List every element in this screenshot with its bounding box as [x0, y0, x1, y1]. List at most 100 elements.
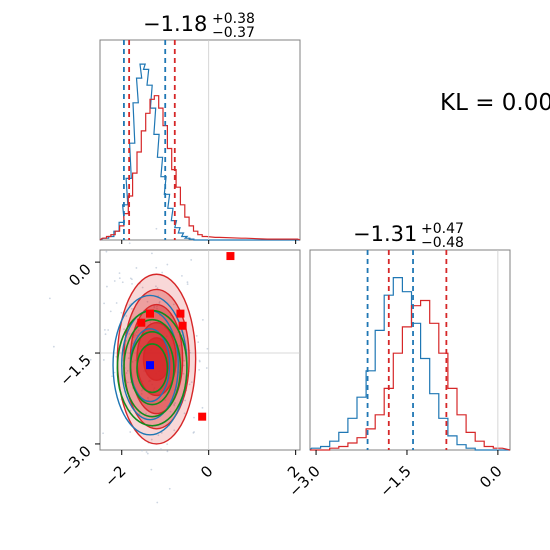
scatter-point — [155, 227, 158, 230]
red-marker — [146, 309, 154, 318]
green-contour-1 — [123, 318, 182, 418]
scatter-point — [135, 267, 138, 269]
title-x-sub: −0.37 — [212, 25, 255, 41]
title-y: −1.31 — [353, 222, 417, 246]
scatter-point — [184, 399, 187, 402]
scatter-point — [173, 429, 176, 432]
green-contour-3 — [136, 343, 169, 394]
scatter-point — [104, 333, 107, 336]
scatter-point — [137, 329, 140, 332]
scatter-x-tick-label: 0 — [197, 462, 216, 481]
scatter-point — [133, 334, 136, 337]
scatter-point — [182, 372, 185, 375]
scatter-point — [113, 280, 116, 282]
red-marker — [176, 309, 185, 318]
right-x-tick-labels: −3.0 −1.5 0.0 — [285, 450, 506, 501]
scatter-point — [198, 368, 201, 371]
scatter-point — [166, 450, 169, 453]
kl-annotation: KL = 0.00 — [440, 90, 550, 116]
scatter-point — [198, 359, 201, 362]
scatter-point — [160, 448, 162, 451]
scatter-point — [128, 333, 131, 335]
scatter-point — [145, 451, 148, 453]
scatter-point — [149, 321, 152, 324]
scatter-point — [147, 397, 149, 399]
right-histogram-bars — [309, 277, 511, 451]
marginal-histogram-y — [309, 249, 511, 451]
scatter-x-tick-labels: −2 0 2 — [101, 450, 303, 490]
scatter-point — [134, 359, 137, 362]
scatter-point — [206, 347, 209, 350]
scatter-point — [156, 287, 159, 290]
scatter-point — [193, 431, 195, 433]
scatter-panel-frame — [99, 249, 301, 451]
scatter-point — [111, 375, 114, 378]
scatter-point — [172, 303, 175, 306]
right-quantile-lines — [366, 250, 448, 450]
scatter-point — [183, 359, 186, 362]
scatter-point — [197, 341, 200, 344]
scatter-point — [103, 302, 105, 305]
scatter-point — [113, 371, 116, 374]
scatter-point — [156, 501, 159, 504]
top-quantile-lines — [123, 40, 176, 240]
scatter-point — [129, 431, 132, 433]
scatter-point — [102, 432, 104, 435]
scatter-point — [126, 369, 129, 372]
scatter-point — [128, 242, 131, 245]
red-marker — [137, 318, 146, 327]
scatter-point — [181, 274, 183, 277]
scatter-point — [173, 403, 176, 406]
scatter-point — [125, 315, 128, 317]
scatter-point — [201, 406, 204, 409]
scatter-point — [205, 367, 208, 369]
scatter-point — [115, 302, 118, 304]
scatter-point — [158, 302, 161, 304]
scatter-point — [166, 443, 169, 446]
scatter-point — [145, 412, 147, 415]
scatter-point — [166, 263, 169, 266]
right-hist-red — [310, 299, 511, 451]
scatter-point — [156, 305, 158, 308]
scatter-point — [135, 331, 138, 333]
scatter-point — [146, 452, 149, 455]
top-hist-red — [99, 95, 301, 241]
scatter-point — [169, 410, 172, 413]
scatter-point — [105, 250, 108, 253]
title-x-sup: +0.38 — [212, 11, 255, 27]
scatter-point — [183, 412, 186, 415]
scatter-point — [107, 329, 110, 331]
scatter-point — [155, 285, 157, 288]
marginal-histogram-x — [99, 39, 301, 244]
scatter-point — [146, 300, 149, 303]
scatter-point — [195, 335, 198, 337]
scatter-point — [52, 345, 55, 348]
scatter-point — [189, 351, 192, 354]
scatter-point — [151, 252, 153, 255]
scatter-point — [174, 402, 177, 404]
scatter-point — [106, 285, 108, 288]
right-x-tick-label: −1.5 — [376, 462, 414, 500]
scatter-point — [129, 409, 132, 412]
scatter-point — [141, 286, 144, 289]
title-y-sub: −0.48 — [421, 235, 464, 251]
scatter-point — [164, 399, 167, 402]
scatter-point — [130, 307, 133, 310]
scatter-point — [129, 277, 132, 280]
scatter-point — [193, 416, 195, 419]
scatter-point — [131, 360, 134, 363]
scatter-point — [138, 412, 141, 415]
scatter-point — [118, 277, 121, 280]
title-y-sup: +0.47 — [421, 221, 464, 237]
scatter-y-tick-label: −3.0 — [56, 442, 94, 480]
scatter-point — [182, 364, 185, 367]
scatter-point — [153, 306, 156, 309]
scatter-point — [118, 272, 121, 275]
green-contour-2 — [129, 331, 175, 406]
scatter-y-tick-label: −1.5 — [56, 351, 94, 389]
scatter-point — [150, 468, 153, 471]
scatter-point — [190, 259, 193, 261]
scatter-point — [150, 438, 153, 441]
scatter-point — [190, 381, 193, 383]
scatter-point — [168, 487, 171, 490]
